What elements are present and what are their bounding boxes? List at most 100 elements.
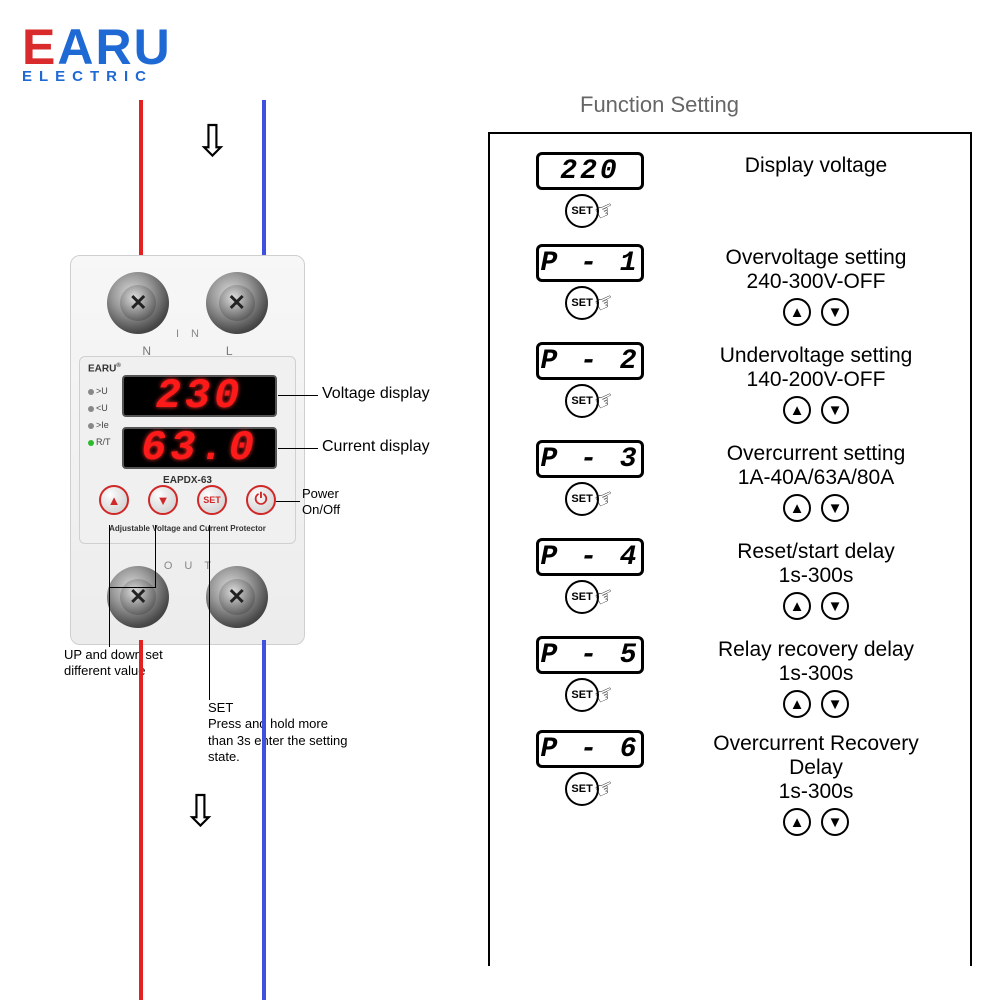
fs-label: Overcurrent setting — [688, 442, 944, 466]
label-in: IN — [71, 328, 304, 340]
callout-bracket-updown-v2 — [155, 525, 156, 587]
terminal-out-l — [206, 566, 268, 628]
fs-set-button[interactable]: SET☞ — [565, 580, 615, 614]
fs-right: Overvoltage setting240-300V-OFF▲▼ — [688, 244, 944, 326]
fs-right: Overcurrent setting1A-40A/63A/80A▲▼ — [688, 440, 944, 522]
device-subtitle: Adjustable Voltage and Current Protector — [80, 524, 295, 533]
logo-rest: ARU — [57, 19, 171, 75]
fs-lcd: P - 6 — [536, 730, 644, 768]
fs-left: P - 5SET☞ — [516, 636, 664, 718]
fs-range: 1s-300s — [688, 662, 944, 686]
terminals-out — [71, 552, 304, 642]
fs-lcd: 220 — [536, 152, 644, 190]
up-button[interactable]: ▲ — [99, 485, 129, 515]
fs-down-button[interactable]: ▼ — [821, 690, 849, 718]
fs-left: P - 3 SET☞ — [516, 440, 664, 522]
fs-range: 240-300V-OFF — [688, 270, 944, 294]
fs-lcd: P - 1 — [536, 244, 644, 282]
fs-updown: ▲▼ — [688, 494, 944, 522]
fs-left: P - 4 SET☞ — [516, 538, 664, 620]
function-setting-row: P - 4SET☞Reset/start delay1s-300s▲▼ — [490, 538, 970, 620]
fs-set-button[interactable]: SET☞ — [565, 384, 615, 418]
fs-left: P - 2 SET☞ — [516, 342, 664, 424]
fs-range: 1s-300s — [688, 564, 944, 588]
fs-left: 220 SET☞ — [516, 152, 664, 228]
function-setting-title: Function Setting — [580, 92, 739, 118]
fs-updown: ▲▼ — [688, 396, 944, 424]
logo-prefix: E — [22, 19, 57, 75]
fs-lcd: P - 2 — [536, 342, 644, 380]
function-setting-row: P - 2 SET☞ Undervoltage setting140-200V-OF… — [490, 342, 970, 424]
logo-tagline: ELECTRIC — [22, 68, 172, 85]
down-button[interactable]: ▼ — [148, 485, 178, 515]
fs-up-button[interactable]: ▲ — [783, 690, 811, 718]
fs-updown: ▲▼ — [688, 690, 944, 718]
fs-up-button[interactable]: ▲ — [783, 396, 811, 424]
input-arrow-icon: ⇩ — [194, 120, 231, 164]
current-display: 63.0 — [122, 427, 277, 469]
fs-left: P - 1 SET☞ — [516, 244, 664, 326]
fs-down-button[interactable]: ▼ — [821, 396, 849, 424]
fs-label: Overvoltage setting — [688, 246, 944, 270]
function-setting-row: P - 3 SET☞ Overcurrent setting1A-40A/63A/8… — [490, 440, 970, 522]
function-setting-row: P - 6 SET☞ Overcurrent Recovery Delay1s-30… — [490, 730, 970, 836]
fs-range: 1A-40A/63A/80A — [688, 466, 944, 490]
callout-updown-note: UP and down set different value — [64, 647, 163, 680]
fs-left: P - 6 SET☞ — [516, 730, 664, 836]
fs-label: Display voltage — [688, 154, 944, 178]
callout-line-power — [276, 501, 300, 502]
fs-range: 140-200V-OFF — [688, 368, 944, 392]
fs-set-button[interactable]: SET☞ — [565, 286, 615, 320]
front-panel: EARU® >U <U >Ie R/T 230 63.0 EAPDX-63 ▲ … — [79, 356, 296, 544]
fs-down-button[interactable]: ▼ — [821, 808, 849, 836]
fs-lcd: P - 3 — [536, 440, 644, 478]
set-button[interactable]: SET — [197, 485, 227, 515]
fs-right: Overcurrent Recovery Delay1s-300s ▲ ▼ — [688, 730, 944, 836]
fs-label: Undervoltage setting — [688, 344, 944, 368]
fs-updown: ▲▼ — [688, 592, 944, 620]
protector-device: IN N L EARU® >U <U >Ie R/T 230 63.0 EAPD… — [70, 255, 305, 645]
fs-right: Reset/start delay1s-300s▲▼ — [688, 538, 944, 620]
fs-down-button[interactable]: ▼ — [821, 494, 849, 522]
callout-line-voltage — [278, 395, 318, 396]
fs-label: Relay recovery delay — [688, 638, 944, 662]
fs-up-button[interactable]: ▲ — [783, 298, 811, 326]
fs-lcd: P - 4 — [536, 538, 644, 576]
wire-out-live — [139, 640, 143, 1000]
fs-right: Display voltage — [688, 152, 944, 228]
callout-bracket-updown-v1 — [109, 525, 110, 647]
fs-range: 1s-300s — [688, 780, 944, 804]
fs-up-button[interactable]: ▲ — [783, 808, 811, 836]
power-button[interactable]: ⏻ — [246, 485, 276, 515]
wire-in-neutral — [262, 100, 266, 260]
function-setting-row: 220 SET☞ Display voltage — [490, 152, 970, 228]
wire-in-live — [139, 100, 143, 260]
callout-line-set — [209, 525, 210, 700]
callout-line-current — [278, 448, 318, 449]
terminal-out-n — [107, 566, 169, 628]
brand-logo: EARU ELECTRIC — [22, 18, 172, 85]
terminal-in-l — [206, 272, 268, 334]
fs-down-button[interactable]: ▼ — [821, 592, 849, 620]
fs-right: Undervoltage setting140-200V-OFF▲▼ — [688, 342, 944, 424]
fs-up-button[interactable]: ▲ — [783, 592, 811, 620]
function-setting-row: P - 1 SET☞ Overvoltage setting240-300V-OFF… — [490, 244, 970, 326]
fs-down-button[interactable]: ▼ — [821, 298, 849, 326]
callout-current-display: Current display — [322, 438, 430, 456]
fs-set-button[interactable]: SET☞ — [565, 678, 615, 712]
fs-label: Overcurrent Recovery Delay — [688, 732, 944, 780]
fs-set-button[interactable]: SET☞ — [565, 772, 615, 806]
fs-label: Reset/start delay — [688, 540, 944, 564]
output-arrow-icon: ⇩ — [182, 790, 219, 834]
fs-set-button[interactable]: SET☞ — [565, 482, 615, 516]
fs-up-button[interactable]: ▲ — [783, 494, 811, 522]
fs-set-button[interactable]: SET☞ — [565, 194, 615, 228]
callout-set-note: SET Press and hold more than 3s enter th… — [208, 700, 347, 765]
function-setting-row: P - 5SET☞Relay recovery delay1s-300s▲▼ — [490, 636, 970, 718]
button-row: ▲ ▼ SET ⏻ — [80, 485, 295, 515]
voltage-display: 230 — [122, 375, 277, 417]
status-led-column: >U <U >Ie R/T — [88, 383, 111, 451]
fs-right: Relay recovery delay1s-300s▲▼ — [688, 636, 944, 718]
fs-updown: ▲▼ — [688, 298, 944, 326]
function-setting-panel: 220 SET☞ Display voltage P - 1 SET☞ Overvolta… — [488, 132, 972, 966]
